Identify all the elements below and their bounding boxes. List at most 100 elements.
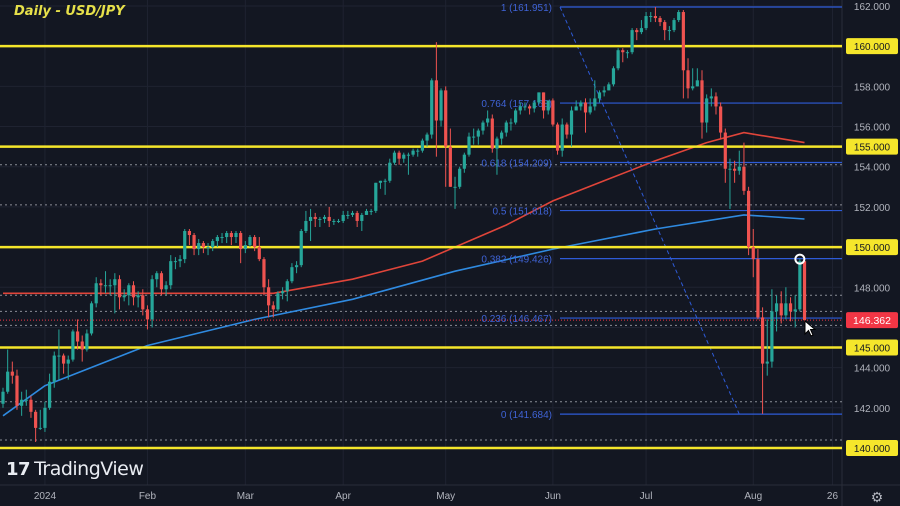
candle (760, 307, 765, 414)
candle-body (737, 166, 741, 171)
candle-body (537, 92, 541, 103)
candle-body (644, 16, 648, 29)
candle (802, 261, 807, 322)
candle-body (99, 283, 103, 286)
chart-settings-icon[interactable]: ⚙ (870, 489, 884, 505)
candle (588, 98, 592, 115)
candle-body (201, 243, 205, 248)
candle-body (48, 381, 52, 408)
candle-body (681, 12, 685, 71)
candle-body (430, 80, 434, 135)
candle (6, 349, 10, 394)
candle (714, 92, 718, 115)
candle-body (574, 106, 578, 111)
candle (141, 289, 145, 316)
candle-body (66, 359, 70, 364)
candle (364, 208, 369, 215)
candle-body (747, 190, 751, 248)
candle (239, 231, 243, 264)
candle (178, 255, 182, 268)
candle (593, 80, 597, 111)
highlight-circle-marker (794, 253, 806, 265)
candle (169, 255, 173, 290)
candle-body (155, 273, 159, 280)
candle-body (131, 285, 136, 298)
level-price-badge (846, 138, 898, 155)
candle (611, 66, 616, 87)
candle-body (616, 50, 620, 69)
candle-body (374, 182, 378, 211)
candle (318, 216, 322, 227)
candle-body (206, 247, 210, 249)
candle-body (793, 309, 797, 312)
candle-body (625, 52, 630, 54)
candle (127, 283, 131, 306)
candle-body (397, 152, 401, 159)
candle (206, 243, 210, 256)
candle-body (239, 233, 243, 250)
candle-body (164, 285, 168, 290)
candle-body (187, 231, 191, 236)
candle (71, 329, 75, 362)
candle (616, 48, 620, 71)
candle (197, 239, 201, 256)
candle (448, 128, 452, 187)
candle-body (38, 427, 42, 429)
candle-body (779, 303, 783, 316)
candle-body (211, 241, 215, 248)
candle (560, 118, 564, 157)
candle (192, 233, 196, 256)
candle (798, 259, 802, 312)
candle-body (425, 134, 429, 141)
fib-level-label: 0.5 (151.818) (493, 207, 553, 218)
candle (276, 291, 280, 312)
candle-body (686, 70, 690, 89)
chart-title: Daily - USD/JPY (14, 4, 125, 19)
candle-body (490, 118, 494, 149)
candle-body (672, 20, 676, 31)
candle-body (253, 237, 257, 248)
candle (285, 279, 289, 302)
candle-body (178, 259, 182, 262)
candle-body (555, 124, 560, 151)
candle-body (476, 130, 480, 137)
candle-body (621, 50, 625, 53)
candle (10, 361, 14, 384)
candle (15, 369, 19, 410)
candle-body (588, 106, 592, 113)
candle (201, 241, 205, 254)
candle-body (346, 214, 350, 216)
moving-average-line-ma_slow (2, 214, 805, 417)
candle-body (635, 30, 639, 33)
time-axis-tick: Feb (139, 491, 157, 502)
candle (411, 148, 415, 157)
candle (649, 12, 653, 23)
candle (467, 132, 471, 157)
candle (257, 237, 261, 262)
candle-body (700, 80, 704, 123)
candle (229, 231, 233, 246)
price-axis-tick: 158.000 (854, 82, 891, 93)
fib-level-label: 0.236 (146.467) (481, 314, 552, 325)
level-price-badge (846, 339, 898, 356)
candle (756, 249, 760, 320)
candle (602, 86, 606, 97)
candle-body (145, 309, 150, 320)
candle-body (1, 391, 5, 404)
candle-body (705, 98, 709, 123)
candle (583, 98, 588, 133)
candle-body (383, 180, 387, 182)
candle-body (294, 265, 299, 268)
candle-body (593, 98, 597, 107)
candle (108, 279, 112, 296)
fib-level-label: 1 (161.951) (501, 3, 552, 14)
candle-body (481, 122, 485, 131)
candle-body (6, 371, 10, 392)
candle-body (150, 279, 154, 320)
candle-body (565, 124, 569, 135)
candle-body (495, 138, 499, 149)
candle-body (462, 154, 466, 169)
candle (462, 152, 466, 173)
candle-body (411, 150, 415, 155)
